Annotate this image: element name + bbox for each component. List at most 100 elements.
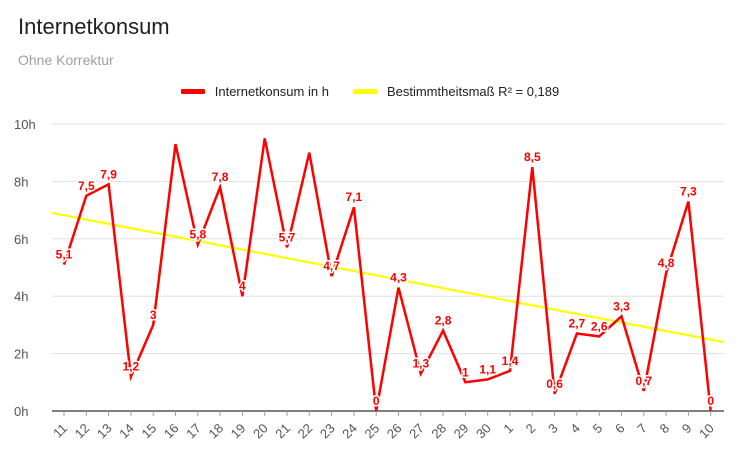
x-tick-label: 1: [500, 421, 516, 437]
x-tick-label: 29: [451, 421, 472, 442]
data-label: 4,8: [658, 256, 675, 270]
data-label: 5,1: [56, 248, 73, 262]
data-label: 4: [239, 279, 246, 293]
data-label: 7,9: [100, 167, 117, 181]
x-tick-label: 19: [228, 421, 249, 442]
x-tick-label: 4: [567, 421, 583, 437]
data-point: [218, 185, 222, 189]
data-label: 0,7: [635, 374, 652, 388]
x-tick-label: 24: [339, 421, 360, 442]
data-point: [664, 271, 668, 275]
data-label: 2,8: [435, 314, 452, 328]
data-label: 2,6: [591, 319, 608, 333]
x-tick-label: 14: [116, 421, 137, 442]
chart-subtitle: Ohne Korrektur: [18, 52, 114, 68]
data-label: 0: [707, 394, 714, 408]
data-point: [174, 142, 178, 146]
x-tick-label: 27: [406, 421, 427, 442]
x-tick-label: 22: [295, 421, 316, 442]
data-label: 1: [462, 365, 469, 379]
series-line: [62, 138, 712, 412]
data-point: [129, 375, 133, 379]
data-label: 1,1: [479, 362, 496, 376]
data-label: 7,3: [680, 184, 697, 198]
legend-label-trend: Bestimmtheitsmaß R² = 0,189: [386, 84, 560, 99]
data-point: [397, 286, 401, 290]
data-label: 8,5: [524, 150, 541, 164]
x-tick-label: 17: [183, 421, 204, 442]
x-tick-label: 7: [634, 421, 650, 437]
chart-title: Internetkonsum: [18, 14, 170, 39]
x-tick-label: 5: [590, 421, 606, 437]
data-label: 3,3: [613, 299, 630, 313]
x-tick-label: 28: [428, 421, 449, 442]
y-axis-ticks: 0h 2h 4h 6h 8h 10h: [14, 117, 36, 419]
x-tick-label: 25: [361, 421, 382, 442]
x-tick-label: 12: [72, 421, 93, 442]
data-label: 4,3: [390, 271, 407, 285]
x-tick-label: 13: [94, 421, 115, 442]
data-label: 7,8: [212, 170, 229, 184]
y-tick-label: 10h: [14, 117, 36, 132]
y-tick-label: 6h: [14, 232, 28, 247]
legend-swatch-series: [180, 89, 205, 94]
data-label: 7,1: [346, 190, 363, 204]
x-tick-label: 8: [656, 421, 672, 437]
gridlines: [52, 123, 724, 412]
data-label: 2,7: [569, 317, 586, 331]
legend-item-trend[interactable]: Bestimmtheitsmaß R² = 0,189: [352, 84, 560, 99]
data-point: [263, 136, 267, 140]
data-point: [285, 245, 289, 249]
x-tick-label: 30: [473, 421, 494, 442]
x-tick-label: 3: [545, 421, 561, 437]
x-tick-label: 2: [523, 421, 539, 437]
data-label: 3: [150, 308, 157, 322]
legend-item-series[interactable]: Internetkonsum in h: [180, 84, 329, 99]
legend-swatch-trend: [352, 89, 377, 94]
y-tick-label: 2h: [14, 347, 28, 362]
data-point: [107, 182, 111, 186]
data-point: [352, 205, 356, 209]
data-point: [642, 389, 646, 393]
data-label: 0,6: [546, 377, 563, 391]
y-tick-label: 8h: [14, 174, 28, 189]
data-point: [486, 377, 490, 381]
x-tick-label: 6: [612, 421, 628, 437]
data-point: [196, 243, 200, 247]
data-point: [508, 369, 512, 373]
y-tick-label: 0h: [14, 404, 28, 419]
data-label: 4,7: [323, 259, 340, 273]
data-point: [240, 294, 244, 298]
x-axis-ticks: 11 12 13 14 15 16 17 18 19 20 21 22 23 24 25 26 27 28 29 30…: [50, 411, 717, 441]
data-label: 7,5: [78, 179, 95, 193]
data-point: [553, 392, 557, 396]
data-point: [441, 329, 445, 333]
x-tick-label: 20: [250, 421, 271, 442]
data-point: [463, 380, 467, 384]
data-point: [374, 409, 378, 413]
data-point: [62, 263, 66, 267]
data-point: [151, 323, 155, 327]
data-point: [597, 334, 601, 338]
data-point: [709, 409, 713, 413]
x-tick-label: 9: [679, 421, 695, 437]
data-point: [620, 314, 624, 318]
y-tick-label: 4h: [14, 289, 28, 304]
x-tick-label: 26: [384, 421, 405, 442]
data-point: [530, 165, 534, 169]
x-tick-label: 18: [205, 421, 226, 442]
data-label: 1,4: [502, 354, 519, 368]
legend-label-series: Internetkonsum in h: [214, 84, 329, 99]
data-point: [330, 274, 334, 278]
data-point: [419, 372, 423, 376]
data-point: [84, 194, 88, 198]
x-tick-label: 16: [161, 421, 182, 442]
data-label: 0: [373, 394, 380, 408]
data-point: [307, 151, 311, 155]
x-tick-label: 23: [317, 421, 338, 442]
series-layer: [62, 136, 713, 413]
legend: Internetkonsum in h Bestimmtheitsmaß R² …: [0, 84, 740, 99]
data-point: [686, 199, 690, 203]
x-tick-label: 21: [272, 421, 293, 442]
